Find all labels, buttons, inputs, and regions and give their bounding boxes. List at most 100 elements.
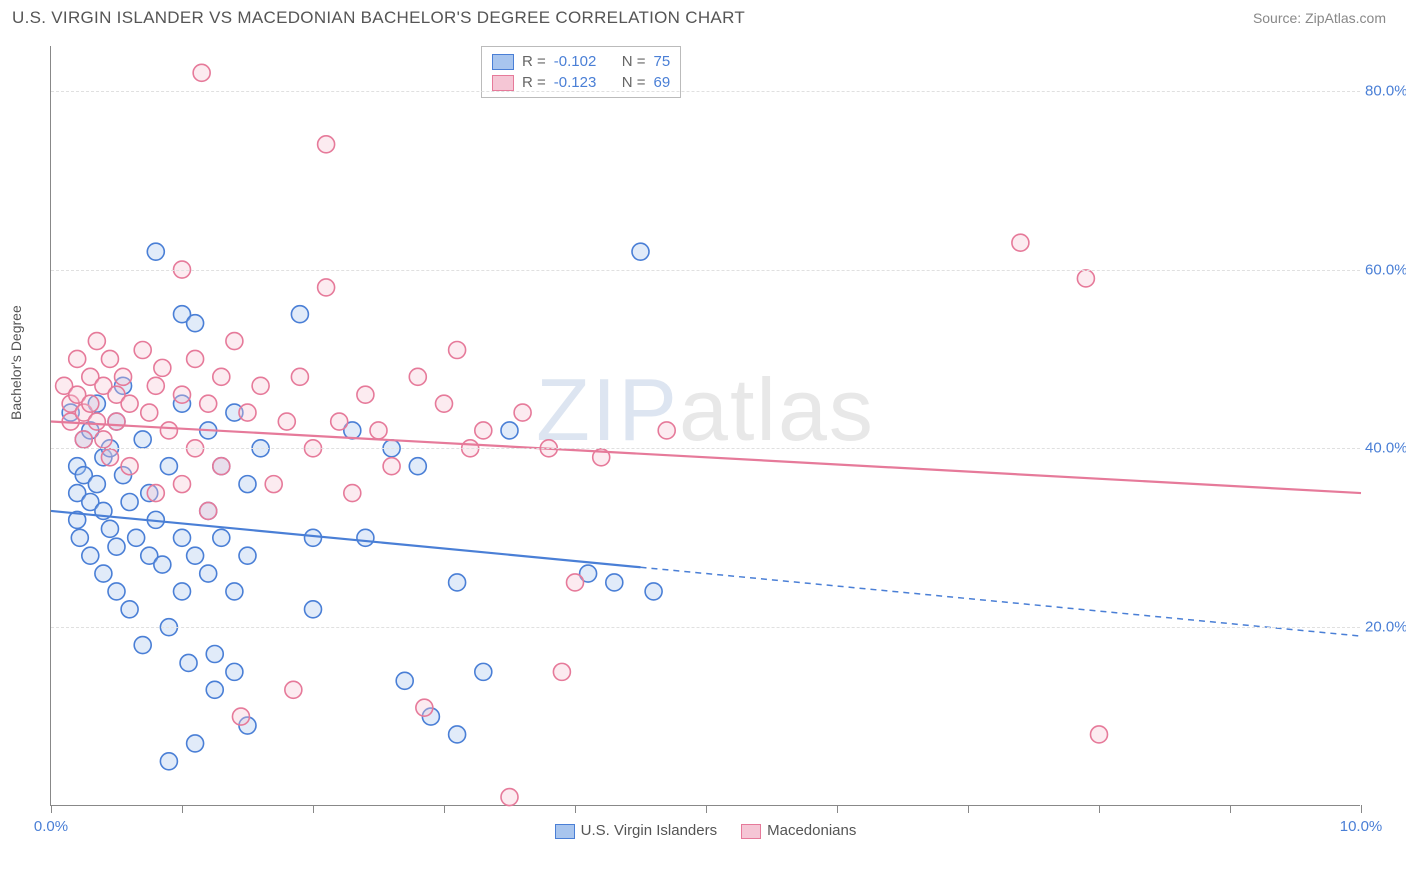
data-point bbox=[291, 368, 308, 385]
data-point bbox=[252, 377, 269, 394]
data-point bbox=[226, 663, 243, 680]
legend-label: U.S. Virgin Islanders bbox=[581, 822, 717, 839]
data-point bbox=[147, 243, 164, 260]
data-point bbox=[174, 476, 191, 493]
grid-line bbox=[51, 270, 1360, 271]
y-tick-label: 60.0% bbox=[1365, 261, 1406, 278]
data-point bbox=[187, 547, 204, 564]
data-point bbox=[501, 789, 518, 806]
data-point bbox=[449, 574, 466, 591]
x-tick bbox=[182, 805, 183, 813]
legend-swatch bbox=[492, 75, 514, 91]
data-point bbox=[226, 583, 243, 600]
legend-item: Macedonians bbox=[741, 822, 856, 839]
x-tick bbox=[1230, 805, 1231, 813]
legend-stat-row: R =-0.102N =75 bbox=[492, 51, 670, 72]
data-point bbox=[226, 333, 243, 350]
data-point bbox=[134, 637, 151, 654]
x-tick bbox=[837, 805, 838, 813]
data-point bbox=[606, 574, 623, 591]
data-point bbox=[160, 458, 177, 475]
data-point bbox=[108, 583, 125, 600]
data-point bbox=[134, 431, 151, 448]
data-point bbox=[187, 350, 204, 367]
x-tick-label: 0.0% bbox=[34, 818, 68, 835]
data-point bbox=[305, 601, 322, 618]
x-tick bbox=[51, 805, 52, 813]
chart-title: U.S. VIRGIN ISLANDER VS MACEDONIAN BACHE… bbox=[12, 8, 745, 28]
data-point bbox=[409, 368, 426, 385]
data-point bbox=[278, 413, 295, 430]
x-tick bbox=[313, 805, 314, 813]
data-point bbox=[553, 663, 570, 680]
data-point bbox=[82, 547, 99, 564]
data-point bbox=[200, 565, 217, 582]
data-point bbox=[141, 404, 158, 421]
data-point bbox=[396, 672, 413, 689]
data-point bbox=[147, 377, 164, 394]
data-point bbox=[1012, 234, 1029, 251]
data-point bbox=[115, 368, 132, 385]
data-point bbox=[193, 64, 210, 81]
data-point bbox=[285, 681, 302, 698]
data-point bbox=[121, 395, 138, 412]
data-point bbox=[409, 458, 426, 475]
data-point bbox=[265, 476, 282, 493]
data-point bbox=[121, 458, 138, 475]
data-point bbox=[95, 565, 112, 582]
data-point bbox=[108, 538, 125, 555]
data-point bbox=[645, 583, 662, 600]
data-point bbox=[475, 422, 492, 439]
x-tick bbox=[968, 805, 969, 813]
data-point bbox=[632, 243, 649, 260]
data-point bbox=[449, 342, 466, 359]
data-point bbox=[121, 494, 138, 511]
y-tick-label: 40.0% bbox=[1365, 440, 1406, 457]
data-point bbox=[200, 502, 217, 519]
data-point bbox=[187, 735, 204, 752]
data-point bbox=[174, 529, 191, 546]
data-point bbox=[658, 422, 675, 439]
data-point bbox=[95, 431, 112, 448]
grid-line bbox=[51, 627, 1360, 628]
data-point bbox=[154, 359, 171, 376]
data-point bbox=[436, 395, 453, 412]
data-point bbox=[232, 708, 249, 725]
x-tick bbox=[1361, 805, 1362, 813]
data-point bbox=[88, 333, 105, 350]
data-point bbox=[101, 520, 118, 537]
data-point bbox=[160, 422, 177, 439]
legend-swatch bbox=[492, 54, 514, 70]
y-axis-label: Bachelor's Degree bbox=[8, 305, 24, 420]
stat-r-value: -0.102 bbox=[554, 53, 614, 70]
x-tick bbox=[706, 805, 707, 813]
grid-line bbox=[51, 91, 1360, 92]
data-point bbox=[180, 654, 197, 671]
data-point bbox=[213, 368, 230, 385]
data-point bbox=[101, 449, 118, 466]
data-point bbox=[344, 485, 361, 502]
data-point bbox=[134, 342, 151, 359]
data-point bbox=[75, 431, 92, 448]
data-point bbox=[239, 404, 256, 421]
data-point bbox=[305, 529, 322, 546]
data-point bbox=[128, 529, 145, 546]
data-point bbox=[121, 601, 138, 618]
data-point bbox=[416, 699, 433, 716]
stat-r-label: R = bbox=[522, 74, 546, 91]
data-point bbox=[88, 413, 105, 430]
data-point bbox=[239, 547, 256, 564]
data-point bbox=[318, 279, 335, 296]
stat-n-value: 75 bbox=[654, 53, 671, 70]
data-point bbox=[154, 556, 171, 573]
data-point bbox=[449, 726, 466, 743]
data-point bbox=[71, 529, 88, 546]
data-point bbox=[501, 422, 518, 439]
series-legend: U.S. Virgin Islanders Macedonians bbox=[51, 822, 1360, 839]
data-point bbox=[331, 413, 348, 430]
data-point bbox=[567, 574, 584, 591]
data-point bbox=[1077, 270, 1094, 287]
x-tick-label: 10.0% bbox=[1340, 818, 1383, 835]
legend-swatch bbox=[741, 824, 761, 839]
legend-label: Macedonians bbox=[767, 822, 856, 839]
